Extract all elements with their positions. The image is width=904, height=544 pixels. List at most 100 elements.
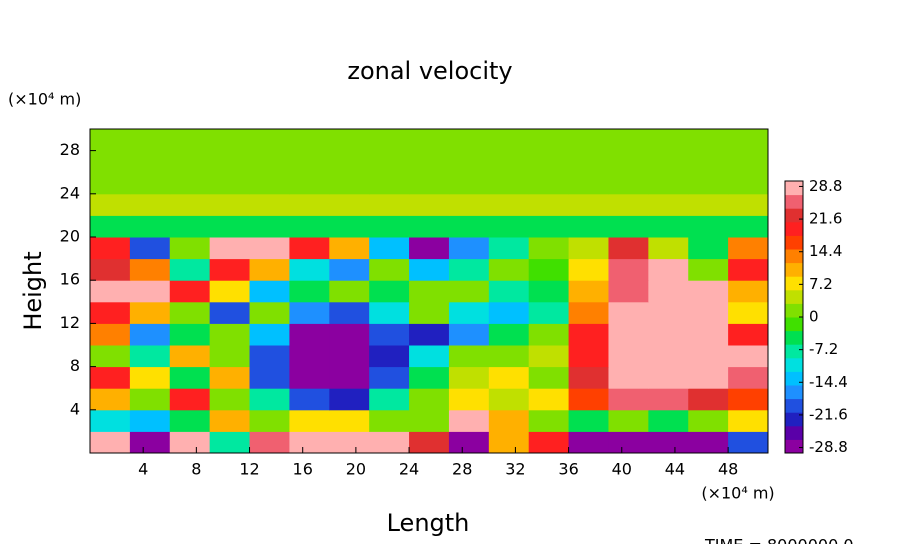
cell xyxy=(289,129,330,152)
cell xyxy=(409,323,450,346)
cell xyxy=(528,388,570,411)
cell xyxy=(329,129,370,152)
cell xyxy=(289,237,330,260)
cell xyxy=(129,129,171,152)
cell xyxy=(448,215,490,238)
y-tick-label: 28 xyxy=(60,140,80,159)
cell xyxy=(608,301,649,324)
cell xyxy=(289,150,330,173)
cell xyxy=(329,431,370,454)
cell xyxy=(448,345,490,368)
cell xyxy=(209,301,251,324)
colorbar-band xyxy=(785,357,803,372)
cell xyxy=(568,258,609,281)
cell xyxy=(169,388,211,411)
cell xyxy=(209,280,251,303)
colorbar-tick-label: 21.6 xyxy=(809,210,842,228)
cell xyxy=(409,345,450,368)
cell xyxy=(728,193,769,216)
cell xyxy=(129,237,171,260)
cell xyxy=(568,366,609,389)
cell xyxy=(568,323,609,346)
cell xyxy=(688,215,729,238)
x-tick-label: 8 xyxy=(191,460,201,479)
cell xyxy=(329,366,370,389)
cell xyxy=(448,366,490,389)
cell xyxy=(409,237,450,260)
cell xyxy=(488,150,530,173)
colorbar-band xyxy=(785,371,803,386)
cell xyxy=(289,388,330,411)
cell xyxy=(728,431,769,454)
colorbar-band xyxy=(785,303,803,318)
cell xyxy=(568,409,609,432)
y-tick-label: 24 xyxy=(60,183,80,202)
cell xyxy=(648,129,689,152)
cell xyxy=(329,280,370,303)
cell xyxy=(329,345,370,368)
colorbar-band xyxy=(785,194,803,209)
cell xyxy=(289,280,330,303)
cell xyxy=(209,345,251,368)
cell xyxy=(169,237,211,260)
cell xyxy=(568,388,609,411)
cell xyxy=(728,215,769,238)
cell xyxy=(728,258,769,281)
cell xyxy=(90,150,131,173)
cell xyxy=(249,129,290,152)
cell xyxy=(129,323,171,346)
cell xyxy=(209,388,251,411)
cell xyxy=(369,237,410,260)
x-tick-label: 20 xyxy=(346,460,366,479)
cell xyxy=(90,431,131,454)
cell xyxy=(289,431,330,454)
cell xyxy=(568,237,609,260)
y-tick-label: 12 xyxy=(60,313,80,332)
cell xyxy=(608,280,649,303)
colorbar-band xyxy=(785,289,803,304)
colorbar-band xyxy=(785,276,803,291)
cell xyxy=(448,323,490,346)
cell xyxy=(249,323,290,346)
cell xyxy=(608,258,649,281)
cell xyxy=(209,431,251,454)
cell xyxy=(648,345,689,368)
cell xyxy=(568,172,609,195)
cell xyxy=(129,388,171,411)
cell xyxy=(648,237,689,260)
cell xyxy=(329,323,370,346)
plot-frame xyxy=(89,128,769,454)
cell xyxy=(568,431,609,454)
cell xyxy=(608,409,649,432)
cell xyxy=(688,366,729,389)
colorbar-tick-label: -21.6 xyxy=(809,405,848,423)
cell xyxy=(249,193,290,216)
cell xyxy=(648,388,689,411)
y-unit: (×10⁴ m) xyxy=(8,90,81,109)
cell xyxy=(528,345,570,368)
cell xyxy=(648,280,689,303)
cell xyxy=(90,388,131,411)
x-tick-label: 28 xyxy=(452,460,472,479)
time-label: TIME = 8000000.0 xyxy=(704,536,854,544)
cell xyxy=(409,129,450,152)
cell xyxy=(129,345,171,368)
cell xyxy=(568,129,609,152)
cell xyxy=(648,150,689,173)
cell xyxy=(209,409,251,432)
colorbar-tick-label: -28.8 xyxy=(809,438,848,456)
cell xyxy=(289,345,330,368)
y-tick-label: 20 xyxy=(60,227,80,246)
cell xyxy=(528,280,570,303)
cell xyxy=(169,258,211,281)
cell xyxy=(369,366,410,389)
cell xyxy=(209,150,251,173)
x-axis-label: Length xyxy=(387,509,470,537)
cell xyxy=(488,345,530,368)
cell xyxy=(608,150,649,173)
cell xyxy=(90,409,131,432)
cell xyxy=(528,150,570,173)
cell xyxy=(329,193,370,216)
cell xyxy=(528,193,570,216)
cell xyxy=(329,301,370,324)
